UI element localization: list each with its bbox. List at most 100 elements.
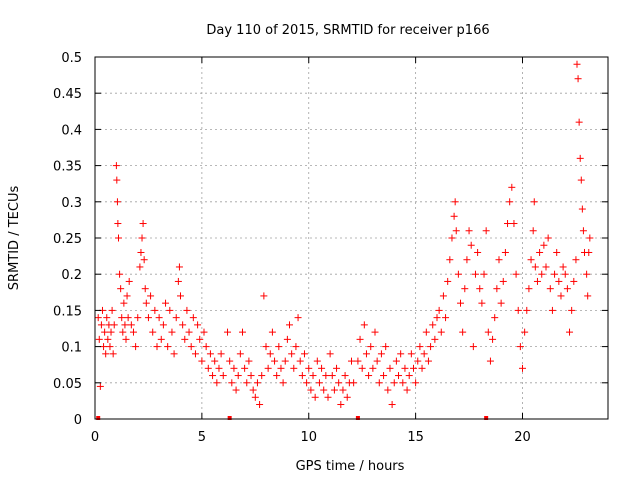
- data-point: [106, 343, 114, 351]
- data-point: [253, 379, 261, 387]
- data-point: [416, 343, 424, 351]
- data-point: [102, 350, 110, 358]
- data-point: [104, 335, 112, 343]
- y-tick-label: 0.15: [53, 304, 82, 319]
- data-point: [420, 350, 428, 358]
- data-point: [467, 241, 475, 249]
- data-point: [101, 328, 109, 336]
- data-point: [495, 256, 503, 264]
- data-point: [358, 364, 366, 372]
- data-point: [375, 379, 383, 387]
- x-tick-label: 10: [300, 430, 317, 445]
- y-tick-label: 0.5: [61, 51, 82, 66]
- data-point: [360, 321, 368, 329]
- data-point: [294, 314, 302, 322]
- data-point: [100, 343, 108, 351]
- grid-lines: [95, 57, 608, 419]
- data-point: [318, 364, 326, 372]
- data-point: [491, 314, 499, 322]
- data-point: [525, 285, 533, 293]
- data-point: [510, 220, 518, 228]
- data-point: [264, 364, 272, 372]
- data-point: [506, 198, 514, 206]
- data-point: [136, 263, 144, 271]
- data-point: [335, 379, 343, 387]
- data-point: [504, 220, 512, 228]
- data-point: [586, 234, 594, 242]
- data-point: [262, 343, 270, 351]
- y-tick-label: 0.05: [53, 377, 82, 392]
- data-point: [273, 372, 281, 380]
- data-point: [140, 256, 148, 264]
- data-point: [422, 328, 430, 336]
- y-tick-label: 0.3: [61, 196, 82, 211]
- data-point: [403, 386, 411, 394]
- y-axis-ticks: 0 0.05 0.1 0.15 0.2 0.25 0.3 0.35 0.4 0.45 0.5: [53, 51, 608, 428]
- data-point: [559, 263, 567, 271]
- data-point: [236, 350, 244, 358]
- data-point: [219, 372, 227, 380]
- data-point: [191, 350, 199, 358]
- data-point: [251, 393, 259, 401]
- data-point: [198, 357, 206, 365]
- data-point: [572, 256, 580, 264]
- data-point: [196, 335, 204, 343]
- data-point: [290, 364, 298, 372]
- data-point: [138, 234, 146, 242]
- data-point: [377, 350, 385, 358]
- y-tick-label: 0.2: [61, 268, 82, 283]
- data-point: [540, 241, 548, 249]
- data-point: [142, 299, 150, 307]
- data-point: [471, 270, 479, 278]
- data-point: [523, 306, 531, 314]
- data-point: [311, 393, 319, 401]
- data-point: [283, 335, 291, 343]
- data-point: [501, 248, 509, 256]
- data-point: [247, 372, 255, 380]
- data-point: [228, 379, 236, 387]
- data-point: [164, 343, 172, 351]
- x-tick-label: 15: [407, 430, 424, 445]
- x-axis-label: GPS time / hours: [296, 459, 405, 474]
- data-point: [531, 263, 539, 271]
- data-point: [579, 227, 587, 235]
- data-point: [337, 401, 345, 409]
- data-point: [392, 357, 400, 365]
- data-point: [307, 386, 315, 394]
- data-point: [439, 292, 447, 300]
- data-point: [399, 379, 407, 387]
- data-point: [279, 379, 287, 387]
- data-point: [533, 277, 541, 285]
- data-point: [401, 364, 409, 372]
- data-point: [170, 350, 178, 358]
- data-point: [328, 372, 336, 380]
- data-point: [431, 335, 439, 343]
- data-point: [348, 357, 355, 365]
- y-tick-label: 0.1: [61, 341, 82, 356]
- zero-marker: [484, 416, 489, 420]
- data-point: [583, 270, 591, 278]
- data-point: [211, 357, 219, 365]
- data-point: [281, 357, 289, 365]
- data-point: [213, 379, 221, 387]
- data-point: [397, 350, 405, 358]
- data-point: [574, 75, 582, 83]
- data-point: [277, 364, 285, 372]
- data-point: [512, 270, 520, 278]
- data-point: [275, 343, 283, 351]
- data-point: [109, 350, 117, 358]
- data-point: [144, 314, 152, 322]
- data-point: [249, 386, 257, 394]
- data-point: [350, 379, 358, 387]
- data-point: [305, 364, 313, 372]
- data-point: [536, 248, 544, 256]
- data-point: [459, 328, 467, 336]
- data-point: [529, 227, 537, 235]
- data-point: [497, 299, 505, 307]
- data-point: [457, 299, 465, 307]
- data-point: [461, 285, 469, 293]
- x-tick-label: 0: [91, 430, 99, 445]
- data-point: [356, 335, 364, 343]
- data-point: [575, 118, 583, 126]
